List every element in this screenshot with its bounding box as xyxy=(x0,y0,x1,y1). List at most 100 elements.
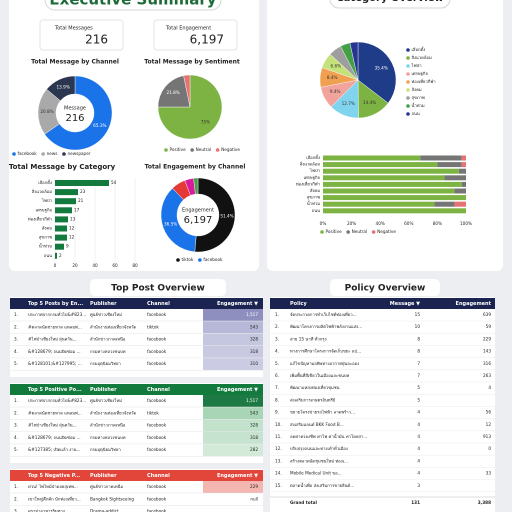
slice-label: 21.8% xyxy=(166,90,179,95)
chart-title: Total Engagement by Channel xyxy=(145,164,246,171)
cell: ศูนย์ข่าวภาคเหนือ xyxy=(90,484,124,490)
y-tick-label: สิ่งแวดล้อม xyxy=(299,161,320,167)
y-tick-label: น้ำท่วม xyxy=(39,243,52,249)
cell: facebook xyxy=(147,398,167,403)
title-pill xyxy=(329,0,451,9)
cell: ลดค่าครองชีพ ค่าไฟ ค่าน้ำมัน ค่าโดยสา... xyxy=(290,433,367,439)
bar-segment xyxy=(458,168,466,174)
legend-label: Neutral xyxy=(352,229,367,234)
cell: ประกาศจากกรมทั่วไป&#823... xyxy=(28,397,86,403)
cell: 13. xyxy=(275,458,282,463)
column-header: Channel xyxy=(147,301,170,307)
cell: 15. xyxy=(275,483,282,488)
cell: 1,517 xyxy=(246,398,258,403)
cell: facebook xyxy=(147,484,167,489)
bar-segment xyxy=(323,195,466,201)
center-label: Engagement xyxy=(182,208,214,214)
cell: 4 xyxy=(417,410,420,415)
cell: พัฒนาโครงการผลิตไฟฟ้าพลังงานแสง... xyxy=(290,323,362,329)
cell: 4 xyxy=(417,446,420,451)
value-label: 21 xyxy=(78,198,84,203)
table-bg xyxy=(270,297,495,512)
cell: 639 xyxy=(483,312,491,317)
bar-segment xyxy=(420,155,462,161)
y-tick-label: สุขภาพ xyxy=(307,195,321,201)
legend-swatch xyxy=(320,230,324,234)
legend-label: สุขภาพ xyxy=(412,95,426,101)
value-label: 17 xyxy=(74,207,80,212)
cell: ส่งเสริมแลนด์ BKK Food B... xyxy=(290,422,344,427)
y-tick-label: เศรษฐกิจ xyxy=(304,175,321,180)
y-tick-label: เศรษฐกิจ xyxy=(36,207,53,212)
cell: 56 xyxy=(486,410,492,415)
cell: ส่งเสริมการเกษตรอินทรีย์ xyxy=(290,397,336,402)
cell-shade xyxy=(203,444,263,457)
cell: 263 xyxy=(483,373,491,378)
section-title: Policy Overview xyxy=(345,284,426,294)
bar xyxy=(55,216,68,223)
y-tick-label: เลือกตั้ง xyxy=(306,154,320,160)
column-header: Policy xyxy=(290,301,307,307)
cell: facebook xyxy=(147,361,167,366)
column-header: Top 5 Posts by En... xyxy=(28,301,83,307)
cell: 2. xyxy=(14,324,18,329)
cell: สำนักงานท่องเที่ยวจังหวัด xyxy=(90,323,136,329)
cell: ศูนย์ข่าวเชียงใหม่ xyxy=(90,311,122,318)
cell: ตลาดน้ำเพื่อ ส่งเสริมการขายสินค้... xyxy=(290,482,354,488)
cell: 1. xyxy=(14,398,18,403)
legend-swatch xyxy=(176,258,180,262)
cell: สำนักข่าวภาคเหนือ xyxy=(90,423,126,428)
y-tick-label: น้ำท่วม xyxy=(307,200,320,206)
cell: 4. xyxy=(14,435,18,440)
cell: 7 xyxy=(417,373,420,378)
cell: 5. xyxy=(275,361,279,366)
bar-segment xyxy=(461,155,466,161)
cell: 3. xyxy=(14,509,18,512)
x-tick-label: 20 xyxy=(72,263,78,268)
section-title: Top Post Overview xyxy=(111,284,205,294)
cell: 4 xyxy=(417,471,420,476)
legend-swatch xyxy=(406,64,410,68)
pie-slice xyxy=(183,74,191,108)
cell: สำนักข่าวภาคเหนือ xyxy=(90,337,126,342)
kpi-label: Total Engagement xyxy=(165,26,211,32)
column-header: Engagement ▼ xyxy=(217,301,258,307)
cell: 310 xyxy=(250,361,258,366)
legend-label: facebook xyxy=(18,151,38,156)
cell: 229 xyxy=(483,336,491,341)
cell: 3. xyxy=(14,337,18,342)
cell: #ตลาดนัดชายหาด แหลมพ่... xyxy=(28,324,82,329)
y-tick-label: สุขภาพ xyxy=(39,235,53,241)
column-header: Top 5 Negative P... xyxy=(28,473,80,479)
cell: 328 xyxy=(250,423,258,428)
slice-label: 12.7% xyxy=(342,101,355,106)
section-pill xyxy=(90,279,226,296)
cell: 1. xyxy=(14,312,18,317)
bar-segment xyxy=(444,175,466,181)
legend-swatch xyxy=(215,148,220,152)
cell: 33 xyxy=(486,471,492,476)
x-tick-label: 40 xyxy=(92,263,98,268)
legend-swatch xyxy=(164,148,168,152)
cell: 143 xyxy=(483,349,491,354)
bar-segment xyxy=(323,181,462,187)
value-label: 12 xyxy=(69,226,75,231)
cell: Bangkok Sightseeing xyxy=(90,496,134,501)
cell: 15 xyxy=(415,312,421,317)
legend-label: น้ำท่วม xyxy=(412,102,425,108)
bar-segment xyxy=(323,162,438,168)
column-header: Publisher xyxy=(90,387,117,393)
cell: 9. xyxy=(275,410,279,415)
cell-shade xyxy=(203,431,263,444)
column-header: Message ▼ xyxy=(390,301,420,307)
center-label: Message xyxy=(64,106,86,112)
y-tick-label: ถนน xyxy=(44,253,52,258)
bar-segment xyxy=(434,201,455,207)
cell: Drama-addict xyxy=(90,509,119,512)
legend-label: เลือกตั้ง xyxy=(412,46,426,52)
cell: &#128101;&#127995; ... xyxy=(28,361,82,366)
bar-segment xyxy=(323,201,435,207)
chart-title: Total Message by Category xyxy=(9,163,116,171)
cell: 4. xyxy=(275,349,279,354)
value-label: 54 xyxy=(111,180,117,185)
